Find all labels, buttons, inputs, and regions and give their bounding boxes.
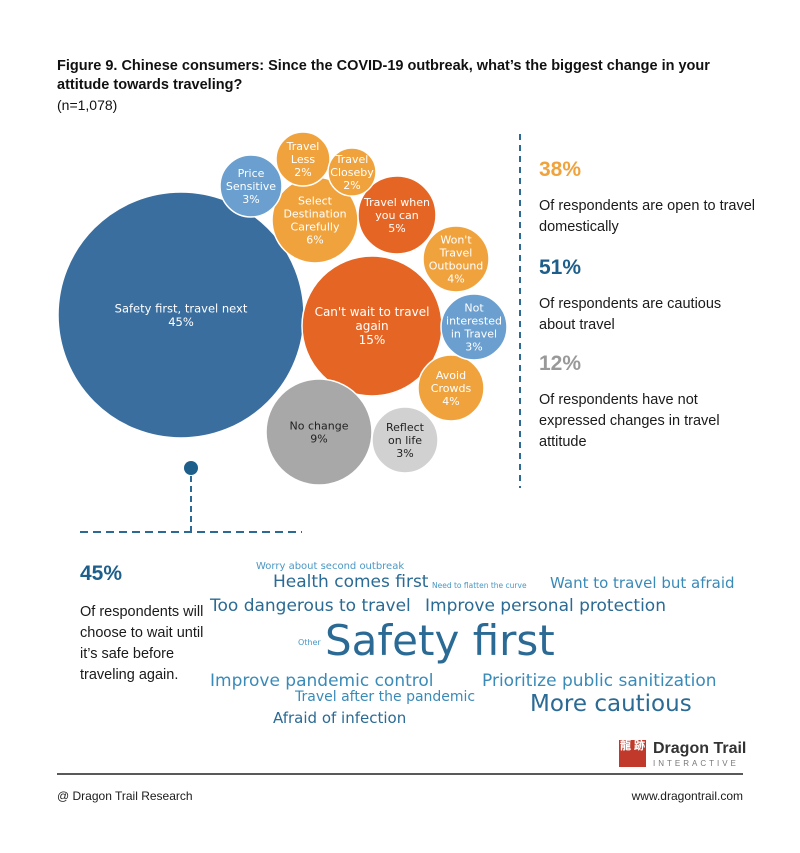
footer-source: @ Dragon Trail Research — [57, 789, 193, 803]
bubble-label: 4% — [447, 272, 464, 285]
bubble-circle — [275, 131, 331, 187]
word-too-dangerous-to-travel: Too dangerous to travel — [209, 596, 411, 616]
bubble-label: 4% — [442, 395, 459, 408]
bubble-label: No change — [290, 419, 349, 432]
bubble-label: Can't wait to travel — [315, 305, 430, 319]
bubble-circle — [371, 406, 439, 474]
word-travel-after-the-pandemic: Travel after the pandemic — [294, 689, 475, 705]
bubble-label: 3% — [242, 193, 259, 206]
bubble-label: 9% — [310, 432, 327, 445]
word-want-to-travel-but-afraid: Want to travel but afraid — [550, 574, 735, 592]
bubble-label: Travel — [286, 140, 320, 153]
word-safety-first: Safety first — [325, 616, 555, 665]
bubble-label: Sensitive — [226, 180, 276, 193]
stat-cautious: 51% Of respondents are cautious about tr… — [539, 256, 759, 336]
bubble-label: 15% — [359, 333, 386, 347]
highlight-value: 45% — [80, 562, 123, 585]
bubble-label: Carefully — [291, 220, 340, 233]
word-afraid-of-infection: Afraid of infection — [273, 709, 406, 727]
bubble-label: again — [355, 319, 388, 333]
stat-no-change-desc: Of respondents have not expressed change… — [539, 392, 720, 450]
bubble-label: Travel when — [363, 196, 430, 209]
word-worry-about-second-outbreak: Worry about second outbreak — [256, 561, 404, 572]
footer-url: www.dragontrail.com — [631, 789, 743, 803]
dragon-trail-logo: 龍 跡 Dragon Trail INTERACTIVE — [619, 738, 747, 772]
bubble-label: Price — [238, 167, 265, 180]
logo-subtitle: INTERACTIVE — [653, 759, 739, 768]
bubble-circle — [357, 175, 437, 255]
bubble-label: 2% — [343, 179, 360, 192]
bubble-label: Travel — [439, 246, 473, 259]
stat-no-change-value: 12% — [539, 352, 582, 375]
logo-name: Dragon Trail — [653, 740, 747, 757]
word-prioritize-public-sanitization: Prioritize public sanitization — [482, 671, 717, 691]
bubble-circle — [417, 354, 485, 422]
word-other: Other — [298, 638, 321, 647]
bubble-label: interested — [446, 314, 502, 327]
bubble-label: Safety first, travel next — [115, 301, 248, 315]
figure-title: Figure 9. Chinese consumers: Since the C… — [57, 58, 710, 93]
logo-mark-icon: 龍 跡 — [619, 740, 646, 767]
stat-open: 38% Of respondents are open to travel do… — [539, 158, 759, 238]
stat-no-change: 12% Of respondents have not expressed ch… — [539, 352, 759, 453]
bubble-label: Won't — [440, 233, 472, 246]
highlight-desc: Of respondents will choose to wait until… — [80, 604, 204, 683]
connector-dot — [184, 461, 198, 475]
stat-cautious-value: 51% — [539, 256, 582, 279]
word-health-comes-first: Health comes first — [273, 572, 429, 592]
bubble-label: Crowds — [431, 382, 472, 395]
bubble-label: 5% — [388, 222, 405, 235]
bubble-label: you can — [375, 209, 418, 222]
bubble-label: 3% — [396, 447, 413, 460]
bubble-label: 3% — [465, 340, 482, 353]
sample-size: (n=1,078) — [57, 97, 118, 113]
stat-open-desc: Of respondents are open to travel domest… — [539, 198, 756, 235]
word-improve-personal-protection: Improve personal protection — [425, 596, 666, 616]
word-need-to-flatten-the-curve: Need to flatten the curve — [432, 581, 527, 590]
word-improve-pandemic-control: Improve pandemic control — [210, 671, 434, 691]
highlight-stat: 45% Of respondents will choose to wait u… — [80, 562, 210, 686]
bubble-label: on life — [388, 434, 422, 447]
bubble-label: in Travel — [451, 327, 497, 340]
stat-cautious-desc: Of respondents are cautious about travel — [539, 296, 722, 333]
bubble-circle — [219, 154, 283, 218]
word-more-cautious: More cautious — [530, 691, 692, 717]
bubble-label: Reflect — [386, 421, 425, 434]
bubble-label: Closeby — [330, 166, 374, 179]
bubble-label: Destination — [283, 207, 346, 220]
bubble-label: Less — [291, 153, 315, 166]
bubble-circle — [265, 378, 373, 486]
stat-open-value: 38% — [539, 158, 582, 181]
bubble-circle — [440, 293, 508, 361]
bubble-label: 45% — [168, 315, 194, 329]
bubble-label: Not — [464, 301, 484, 314]
bubble-circle — [327, 147, 377, 197]
bubble-label: Travel — [335, 153, 369, 166]
bubble-label: 2% — [294, 166, 311, 179]
bubble-label: Select — [298, 194, 333, 207]
bubble-label: Outbound — [429, 259, 484, 272]
bubble-label: 6% — [306, 233, 323, 246]
bubble-circle — [422, 225, 490, 293]
bubble-label: Avoid — [436, 369, 466, 382]
